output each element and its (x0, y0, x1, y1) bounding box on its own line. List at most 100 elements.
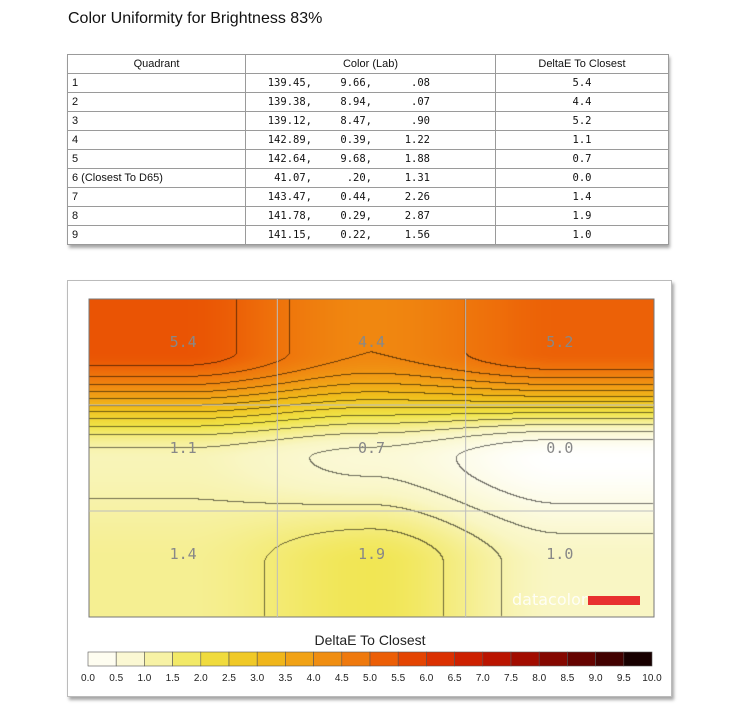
scale-swatch (228, 651, 258, 667)
lab-l-value: 143.47, (267, 191, 312, 203)
scale-tick-label: 7.0 (476, 673, 490, 684)
uniformity-heatmap: 5.4 4.4 5.2 1.1 0.7 0.0 1.4 1.9 1.0 datacolor Delt… (81, 298, 662, 684)
lab-cell: 139.12, 8.47, .90 (245, 111, 496, 131)
page-title: Color Uniformity for Brightness 83% (68, 10, 323, 27)
plot-frame (88, 298, 655, 618)
cell-value-label: 1.0 (546, 545, 573, 563)
quadrant-cell: 3 (67, 111, 246, 131)
scale-swatch (538, 651, 568, 667)
scale-swatch (313, 651, 343, 667)
scale-tick-label: 9.5 (617, 673, 631, 684)
datacolor-logo-bar (588, 596, 640, 605)
scale-swatch (341, 651, 371, 667)
table-body: 1 139.45, 9.66, .08 5.4 2 139.38, 8.94, .07 4.4 3 1… (67, 73, 669, 245)
lab-cell: 139.38, 8.94, .07 (245, 92, 496, 112)
lab-a-value: 0.22, (340, 229, 372, 241)
lab-cell: 139.45, 9.66, .08 (245, 73, 496, 93)
scale-tick-label: 3.5 (278, 673, 292, 684)
scale-tick-label: 5.5 (391, 673, 405, 684)
scale-swatch (397, 651, 427, 667)
lab-a-value: 9.68, (340, 153, 372, 165)
scale-swatch (144, 651, 173, 667)
scale-swatch (595, 651, 625, 667)
datacolor-logo: datacolor (512, 590, 588, 609)
lab-l-value: 139.12, (267, 115, 312, 127)
lab-l-value: 141.15, (267, 229, 312, 241)
scale-title: DeltaE To Closest (314, 632, 425, 648)
lab-cell: 41.07, .20, 1.31 (245, 168, 496, 188)
deltae-cell: 0.7 (495, 149, 669, 169)
lab-cell: 142.89, 0.39, 1.22 (245, 130, 496, 150)
scale-swatch (454, 651, 484, 667)
scale-tick-label: 1.0 (137, 673, 151, 684)
quadrant-cell: 7 (67, 187, 246, 207)
heatmap-field (89, 299, 654, 617)
quadrant-cell: 6 (Closest To D65) (67, 168, 246, 188)
scale-tick-label: 10.0 (642, 673, 662, 684)
quadrant-cell: 5 (67, 149, 246, 169)
scale-tick-label: 0.0 (81, 673, 95, 684)
deltae-cell: 1.4 (495, 187, 669, 207)
scale-tick-label: 2.5 (222, 673, 236, 684)
deltae-cell: 5.4 (495, 73, 669, 93)
deltae-cell: 1.9 (495, 206, 669, 226)
cell-value-label: 5.4 (170, 333, 197, 351)
scale-tick-label: 7.5 (504, 673, 518, 684)
scale-tick-label: 6.0 (419, 673, 433, 684)
scale-tick-label: 3.0 (250, 673, 264, 684)
lab-table-container: Quadrant Color (Lab) DeltaE To Closest 1… (67, 54, 669, 245)
lab-a-value: 0.39, (340, 134, 372, 146)
scale-tick-label: 4.5 (335, 673, 349, 684)
scale-swatch (115, 651, 145, 667)
scale-tick-label: 9.0 (589, 673, 603, 684)
lab-b-value: 2.87 (404, 210, 430, 222)
lab-l-value: 139.38, (267, 96, 312, 108)
table-row: 8 141.78, 0.29, 2.87 1.9 (67, 206, 669, 226)
lab-a-value: .20, (346, 172, 372, 184)
lab-cell: 141.15, 0.22, 1.56 (245, 225, 496, 245)
table-row: 9 141.15, 0.22, 1.56 1.0 (67, 225, 669, 245)
cell-value-label: 1.1 (170, 439, 197, 457)
lab-l-value: 141.78, (267, 210, 312, 222)
lab-a-value: 8.94, (340, 96, 372, 108)
table-row: 2 139.38, 8.94, .07 4.4 (67, 92, 669, 112)
scale-tick-label: 5.0 (363, 673, 377, 684)
header-deltae: DeltaE To Closest (495, 54, 669, 74)
scale-swatch (172, 651, 202, 667)
deltae-cell: 4.4 (495, 92, 669, 112)
lab-l-value: 142.89, (267, 134, 312, 146)
scale-tick-label: 1.5 (166, 673, 180, 684)
quadrant-cell: 1 (67, 73, 246, 93)
lab-b-value: .08 (411, 77, 430, 89)
scale-tick-label: 8.5 (560, 673, 574, 684)
lab-cell: 142.64, 9.68, 1.88 (245, 149, 496, 169)
header-quadrant: Quadrant (67, 54, 246, 74)
quadrant-cell: 4 (67, 130, 246, 150)
header-color-lab: Color (Lab) (245, 54, 496, 74)
quadrant-cell: 2 (67, 92, 246, 112)
lab-b-value: 2.26 (404, 191, 430, 203)
lab-b-value: .90 (411, 115, 430, 127)
scale-tick-label: 2.0 (194, 673, 208, 684)
lab-b-value: 1.88 (404, 153, 430, 165)
table-row: 6 (Closest To D65) 41.07, .20, 1.31 0.0 (67, 168, 669, 188)
scale-swatch (285, 651, 314, 667)
scale-swatch (87, 651, 117, 667)
scale-swatch (256, 651, 286, 667)
lab-table: Quadrant Color (Lab) DeltaE To Closest 1… (67, 54, 669, 245)
scale-swatch (567, 651, 596, 667)
scale-tick-label: 0.5 (109, 673, 123, 684)
deltae-cell: 0.0 (495, 168, 669, 188)
scale-tick-label: 8.0 (532, 673, 546, 684)
cell-value-label: 5.2 (546, 333, 573, 351)
table-header-row: Quadrant Color (Lab) DeltaE To Closest (67, 54, 669, 74)
lab-b-value: .07 (411, 96, 430, 108)
lab-a-value: 0.29, (340, 210, 372, 222)
lab-l-value: 142.64, (267, 153, 312, 165)
cell-value-label: 1.9 (358, 545, 385, 563)
lab-l-value: 41.07, (274, 172, 312, 184)
lab-a-value: 8.47, (340, 115, 372, 127)
scale-tick-label: 6.5 (448, 673, 462, 684)
table-row: 5 142.64, 9.68, 1.88 0.7 (67, 149, 669, 169)
lab-l-value: 139.45, (267, 77, 312, 89)
